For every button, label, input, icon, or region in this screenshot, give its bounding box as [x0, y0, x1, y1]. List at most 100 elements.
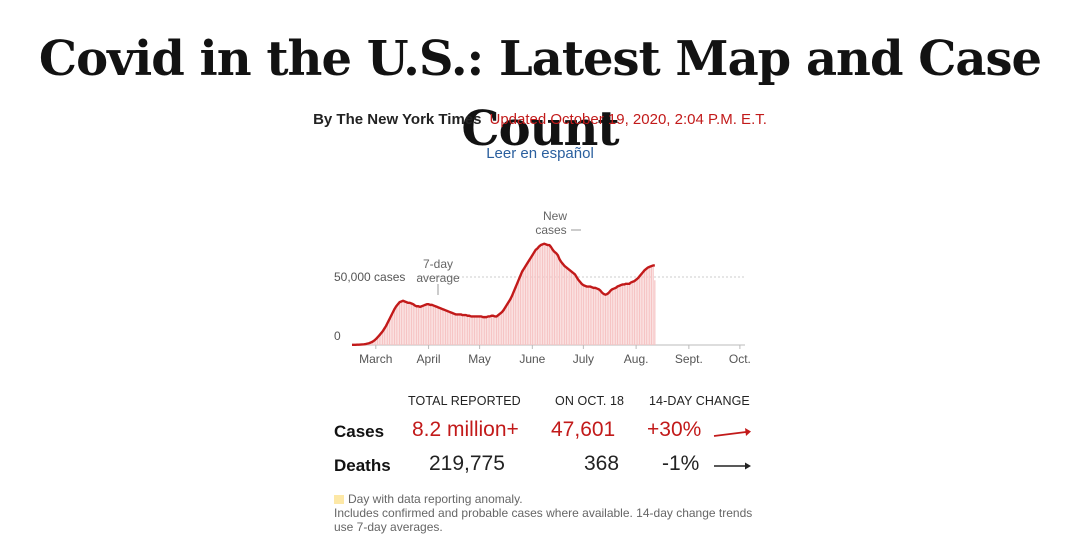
daily-case-bar — [654, 280, 656, 345]
daily-case-bar — [633, 281, 636, 345]
daily-case-bar — [572, 272, 574, 345]
x-tick-label: Sept. — [675, 352, 703, 366]
daily-case-bar — [613, 288, 615, 345]
daily-case-bar — [376, 337, 379, 345]
language-link-wrap: Leer en español — [0, 145, 1080, 163]
daily-case-bar — [382, 331, 384, 345]
daily-case-bar — [565, 267, 567, 345]
daily-case-bar — [419, 306, 421, 345]
daily-case-bar — [455, 314, 457, 345]
daily-case-bar — [594, 287, 596, 345]
daily-case-bar — [535, 249, 537, 345]
daily-case-bar — [523, 268, 525, 345]
daily-case-bar — [569, 270, 571, 345]
deaths-label: Deaths — [334, 456, 391, 475]
daily-case-bar — [550, 247, 552, 345]
daily-case-bar — [511, 296, 513, 345]
x-tick-label: Aug. — [624, 352, 649, 366]
daily-case-bar — [567, 268, 569, 345]
cases-change: +30% — [647, 418, 702, 441]
daily-case-bar — [371, 341, 374, 345]
stats-table: TOTAL REPORTED ON OCT. 18 14-DAY CHANGE … — [320, 390, 760, 480]
daily-case-bar — [404, 301, 406, 345]
cases-total: 8.2 million+ — [412, 418, 519, 441]
daily-case-bar — [436, 306, 438, 345]
x-tick-label: July — [573, 352, 594, 366]
deaths-day: 368 — [584, 452, 620, 475]
daily-case-bar — [393, 308, 396, 345]
x-tick-label: May — [468, 352, 491, 366]
header-change: 14-DAY CHANGE — [649, 394, 750, 408]
daily-case-bar — [620, 285, 622, 345]
daily-case-bar — [513, 291, 515, 345]
anomaly-swatch — [334, 495, 344, 504]
daily-case-bar — [414, 305, 416, 345]
daily-case-bar — [621, 284, 624, 345]
daily-case-bar — [475, 316, 477, 345]
daily-case-bar — [416, 306, 418, 345]
header-total: TOTAL REPORTED — [408, 394, 521, 408]
daily-case-bar — [577, 279, 579, 345]
daily-case-bar — [429, 304, 431, 345]
daily-case-bar — [443, 309, 445, 345]
daily-case-bar — [400, 301, 402, 345]
daily-case-bar — [506, 304, 508, 345]
daily-case-bar — [615, 287, 617, 345]
daily-case-bar — [524, 266, 527, 345]
daily-case-bar — [579, 281, 581, 345]
daily-case-bar — [507, 302, 510, 345]
daily-case-bar — [582, 285, 584, 345]
deaths-change: ‑1% — [662, 452, 700, 475]
daily-case-bar — [596, 288, 598, 345]
daily-case-bar — [499, 313, 501, 345]
daily-case-bar — [536, 248, 539, 345]
cases-day: 47,601 — [551, 418, 616, 441]
daily-case-bar — [448, 311, 450, 345]
daily-case-bar — [461, 315, 464, 345]
daily-case-bar — [502, 310, 505, 345]
daily-case-bar — [478, 316, 481, 345]
daily-case-bar — [390, 315, 392, 345]
daily-case-bar — [450, 312, 452, 345]
daily-case-bar — [409, 302, 411, 345]
daily-case-bar — [635, 279, 637, 345]
daily-case-bar — [434, 306, 436, 345]
anomaly-legend: Day with data reporting anomaly. — [334, 492, 754, 506]
daily-case-bar — [584, 285, 586, 345]
daily-case-bar — [530, 257, 532, 345]
daily-case-bar — [533, 252, 535, 345]
daily-case-bar — [547, 245, 549, 345]
daily-case-bar — [616, 286, 619, 345]
daily-case-bar — [628, 283, 630, 345]
daily-case-bar — [402, 300, 404, 345]
avg-annotation: 7-day average — [416, 257, 460, 285]
daily-case-bar — [560, 262, 562, 345]
daily-case-bar — [417, 306, 419, 345]
daily-case-bar — [494, 316, 496, 345]
daily-case-bar — [501, 312, 503, 345]
daily-case-bar — [591, 287, 593, 345]
daily-case-bar — [410, 303, 413, 345]
daily-case-bar — [477, 316, 479, 345]
daily-case-bar — [422, 305, 425, 345]
daily-case-bar — [463, 315, 465, 345]
daily-case-bar — [531, 255, 533, 345]
daily-case-bar — [395, 306, 397, 345]
daily-case-bar — [465, 315, 467, 345]
daily-case-bar — [421, 306, 423, 345]
daily-case-bar — [490, 315, 493, 345]
daily-case-bar — [608, 292, 610, 345]
daily-case-bar — [388, 319, 391, 345]
daily-case-bar — [558, 259, 561, 345]
spanish-language-link[interactable]: Leer en español — [486, 145, 594, 162]
chart-notes: Day with data reporting anomaly. Include… — [334, 492, 754, 534]
daily-case-bar — [496, 316, 498, 345]
daily-case-bar — [460, 314, 462, 345]
daily-case-bar — [627, 283, 629, 345]
daily-case-bar — [424, 304, 426, 345]
daily-case-bar — [562, 264, 564, 345]
daily-case-bar — [482, 317, 484, 345]
daily-case-bar — [407, 302, 409, 345]
daily-case-bar — [431, 304, 433, 345]
header-day: ON OCT. 18 — [555, 394, 625, 408]
